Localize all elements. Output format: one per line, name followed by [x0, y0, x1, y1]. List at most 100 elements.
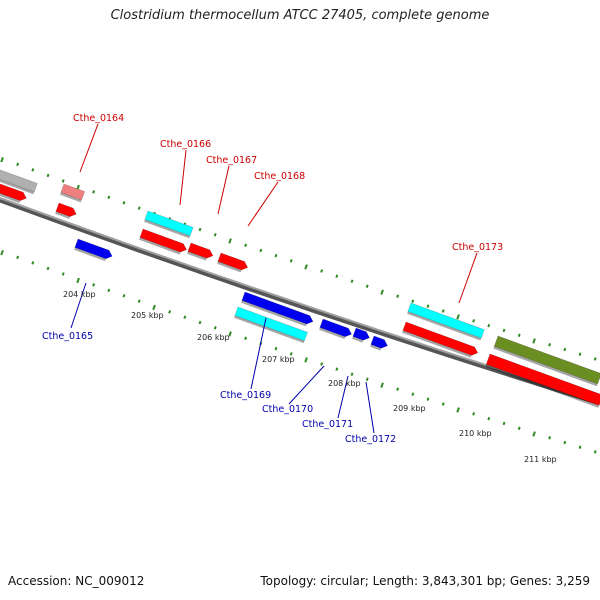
tick-mark [16, 162, 20, 167]
outer-tick-ring [0, 157, 597, 361]
tick-mark [548, 436, 552, 440]
tick-mark [274, 253, 278, 258]
tick-mark [578, 352, 582, 356]
rna-cyan[interactable] [234, 306, 308, 344]
gene-label-cthe-0173[interactable]: Cthe_0173 [452, 242, 503, 253]
cds-blue[interactable] [241, 291, 314, 328]
kbp-label: 210 kbp [459, 429, 492, 438]
cds-blue-shape [74, 238, 113, 260]
tick-mark [563, 440, 567, 445]
leader-line [250, 317, 267, 390]
gene-labels[interactable]: Cthe_0164 Cthe_0165 Cthe_0166 Cthe_0167 Cthe… [42, 113, 503, 445]
tick-mark [274, 346, 278, 351]
gene-label-cthe-0164[interactable]: Cthe_0164 [73, 113, 124, 124]
cds-red[interactable] [55, 202, 78, 221]
label-leaders [70, 123, 478, 434]
tick-mark [517, 333, 521, 338]
tick-mark [396, 387, 400, 391]
leader-line [79, 123, 99, 173]
cds-blue[interactable] [352, 327, 371, 344]
cds-blue-shape [370, 335, 388, 349]
cds-red-shape [139, 228, 187, 253]
rna-cyan-shadow [407, 311, 482, 341]
genome-summary-text: Topology: circular; Length: 3,843,301 bp… [260, 574, 590, 588]
kbp-label: 209 kbp [393, 404, 426, 413]
cds-red-shadow [0, 190, 21, 204]
tick-mark [107, 195, 111, 200]
tick-mark [198, 320, 202, 325]
gene-label-cthe-0170[interactable]: Cthe_0170 [262, 404, 313, 415]
cds-red-shadow [217, 261, 242, 273]
cds-blue-shape [241, 291, 314, 325]
cds-blue[interactable] [319, 318, 353, 341]
tick-mark [487, 416, 491, 421]
gene-label-cthe-0172[interactable]: Cthe_0172 [345, 434, 396, 445]
cds-red-shape [485, 353, 600, 406]
cds-gray[interactable] [0, 167, 38, 195]
rna-cyan-shadow [144, 219, 191, 239]
tick-mark [426, 304, 430, 308]
feature-track[interactable] [0, 167, 600, 408]
map-title: Clostridium thermocellum ATCC 27405, com… [110, 8, 490, 23]
gene-label-cthe-0168[interactable]: Cthe_0168 [254, 171, 305, 182]
tick-mark [107, 288, 111, 293]
cds-pink[interactable] [60, 183, 86, 203]
tick-mark [46, 266, 50, 271]
cds-red[interactable] [139, 228, 188, 256]
tick-mark [380, 289, 384, 295]
cds-red-shadow [402, 330, 472, 358]
cds-olive[interactable] [493, 335, 600, 387]
tick-mark [228, 331, 232, 337]
cds-red[interactable] [187, 242, 214, 262]
rna-cyan-shadow [234, 315, 305, 344]
cds-gray-shadow [0, 176, 35, 195]
cds-red[interactable] [485, 353, 600, 408]
gene-label-cthe-0165[interactable]: Cthe_0165 [42, 331, 93, 342]
cds-blue-shape [319, 318, 352, 338]
tick-mark [396, 294, 400, 298]
tick-mark [593, 450, 597, 454]
tick-mark [517, 426, 521, 431]
tick-mark [137, 299, 141, 303]
tick-mark [122, 294, 126, 298]
tick-mark [0, 157, 4, 163]
tick-mark [152, 304, 156, 311]
cds-red[interactable] [402, 321, 479, 359]
cds-red[interactable] [217, 252, 249, 274]
tick-mark [244, 243, 248, 248]
tick-mark [304, 357, 308, 363]
tick-mark [335, 367, 339, 371]
kbp-label: 204 kbp [63, 290, 96, 299]
cds-blue[interactable] [74, 238, 114, 263]
tick-mark [183, 315, 187, 319]
kbp-label: 208 kbp [328, 379, 361, 388]
gene-label-cthe-0167[interactable]: Cthe_0167 [206, 155, 257, 166]
tick-mark [92, 190, 96, 194]
leader-line [288, 365, 325, 405]
tick-mark [532, 431, 536, 437]
rna-cyan[interactable] [144, 210, 194, 239]
rna-cyan-shape [234, 306, 308, 342]
cds-blue-shadow [241, 300, 307, 327]
gene-label-cthe-0169[interactable]: Cthe_0169 [220, 390, 271, 401]
tick-mark [61, 272, 65, 276]
tick-mark [578, 445, 582, 449]
rna-cyan[interactable] [407, 302, 485, 341]
tick-mark [122, 201, 126, 205]
gene-label-cthe-0166[interactable]: Cthe_0166 [160, 139, 211, 150]
tick-mark [137, 206, 141, 210]
cds-red-shape [0, 181, 27, 202]
kbp-label: 207 kbp [262, 355, 295, 364]
gene-label-cthe-0171[interactable]: Cthe_0171 [302, 419, 353, 430]
tick-mark [76, 277, 80, 284]
cds-red-shadow [485, 364, 600, 408]
tick-mark [411, 392, 415, 396]
cds-blue-shadow [319, 327, 346, 340]
cds-red[interactable] [0, 181, 28, 205]
tick-mark [259, 248, 263, 253]
tick-mark [472, 412, 476, 416]
cds-blue[interactable] [370, 335, 389, 352]
cds-blue-shadow [370, 344, 382, 351]
kbp-label: 206 kbp [197, 333, 230, 342]
